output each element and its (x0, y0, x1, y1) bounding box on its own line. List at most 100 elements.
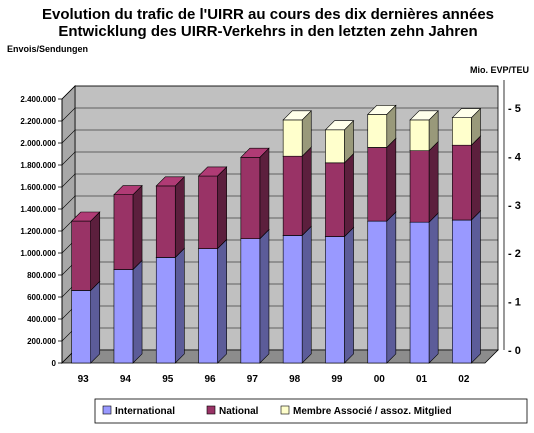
bar-front (113, 194, 134, 270)
x-tick-label: 00 (374, 374, 386, 385)
bar-side (301, 225, 312, 364)
y-tick-label: 1.200.000 (20, 227, 56, 236)
bar-front (452, 219, 472, 364)
bar-top (70, 211, 101, 222)
bar-national-97 (240, 147, 270, 240)
legend-swatch (206, 405, 216, 415)
bar-front (71, 220, 91, 291)
y-tick-label: 400.000 (27, 315, 56, 324)
bar-front (198, 248, 218, 364)
bar-national-95 (155, 176, 186, 259)
bar-top (282, 110, 312, 121)
legend-box (94, 398, 528, 424)
bar-front (155, 185, 176, 258)
x-tick-label: 97 (247, 374, 259, 385)
y-tick-label: 0 (52, 359, 57, 368)
bar-national-02 (451, 135, 482, 221)
x-tick-label: 93 (78, 374, 90, 385)
bar-top (155, 176, 186, 187)
bar-side (217, 166, 227, 250)
bar-side (471, 135, 481, 221)
bar-side (386, 211, 397, 364)
bar-top (451, 108, 482, 118)
plot-area: 0 200.000 400.000 600.000 800.000 1.000.000 1.… (20, 80, 522, 385)
y-tick-label: 2.000.000 (20, 139, 56, 148)
bar-side (90, 280, 101, 364)
bar-international-95 (155, 247, 186, 364)
bar-side (259, 147, 270, 240)
x-tick-label: 99 (331, 374, 343, 385)
bar-national-93 (70, 211, 101, 292)
gridline (61, 129, 498, 144)
y-tick-label: 2.400.000 (20, 95, 56, 104)
bar-international-01 (409, 212, 439, 364)
bar-front (240, 238, 261, 364)
bar-international-02 (451, 210, 482, 364)
y-tick-label: 1.600.000 (20, 183, 56, 192)
bar-side (301, 146, 312, 237)
y2-tick-label: - 3 (508, 200, 521, 212)
bar-top (367, 105, 397, 115)
bar-side (344, 152, 354, 238)
bar-side (132, 184, 143, 271)
bar-national-94 (113, 184, 143, 271)
bar-front (325, 129, 345, 164)
legend-label: International (115, 406, 175, 417)
gridline (61, 173, 498, 188)
bar-membre-associ-assoz-mitglied-02 (451, 107, 482, 146)
bar-national-01 (409, 140, 439, 223)
bar-membre-associ-assoz-mitglied-00 (367, 104, 397, 149)
bar-top (197, 166, 228, 177)
y-tick-label: 1.400.000 (20, 205, 56, 214)
x-tick-label: 98 (289, 374, 301, 385)
y2-tick-label: - 5 (508, 103, 521, 115)
y-tick-label: 200.000 (27, 337, 56, 346)
bar-front (325, 236, 345, 364)
x-tick-label: 96 (204, 374, 216, 385)
x-tick-label: 02 (458, 374, 470, 385)
bar-top (113, 185, 143, 195)
bar-front (282, 155, 303, 236)
bar-international-96 (197, 238, 228, 364)
gridline (61, 151, 498, 166)
chart-title: Evolution du trafic de l'UIRR au cours d… (42, 6, 494, 23)
bar-international-98 (282, 225, 312, 364)
chart-subtitle: Entwicklung des UIRR-Verkehrs in den let… (58, 23, 477, 40)
bar-front (409, 150, 430, 223)
bar-front (409, 221, 430, 364)
bar-front (367, 220, 388, 364)
bar-side (471, 210, 481, 364)
bar-membre-associ-assoz-mitglied-99 (324, 119, 355, 164)
bar-side (174, 176, 185, 259)
y-tick-label: 1.800.000 (20, 161, 56, 170)
bar-international-99 (324, 226, 355, 364)
y2-tick-label: - 4 (508, 151, 522, 163)
y-tick-label: 1.000.000 (20, 249, 56, 258)
bar-side (217, 238, 227, 364)
bar-top (409, 110, 439, 121)
y2-tick-label: - 1 (508, 297, 521, 309)
bar-national-00 (367, 137, 397, 222)
y-tick-label: 600.000 (27, 293, 56, 302)
bar-side (428, 212, 439, 364)
bar-front (71, 290, 91, 364)
bar-front (155, 257, 176, 364)
bar-side (344, 226, 354, 364)
x-tick-label: 95 (162, 374, 174, 385)
legend-label: Membre Associé / assoz. Mitglied (293, 406, 452, 417)
bar-front (282, 235, 303, 364)
bar-side (90, 211, 101, 292)
bar-national-96 (197, 166, 228, 250)
bar-side (386, 137, 397, 222)
y-tick-label: 800.000 (27, 271, 56, 280)
legend: International National Membre Associé / as… (94, 398, 528, 424)
bar-side (428, 140, 439, 223)
bar-front (113, 269, 134, 364)
bar-front (325, 162, 345, 237)
x-tick-label: 01 (416, 374, 428, 385)
bar-international-93 (70, 280, 101, 364)
bar-front (282, 119, 303, 157)
bar-national-99 (324, 152, 355, 238)
y2-tick-label: - 2 (508, 248, 521, 260)
